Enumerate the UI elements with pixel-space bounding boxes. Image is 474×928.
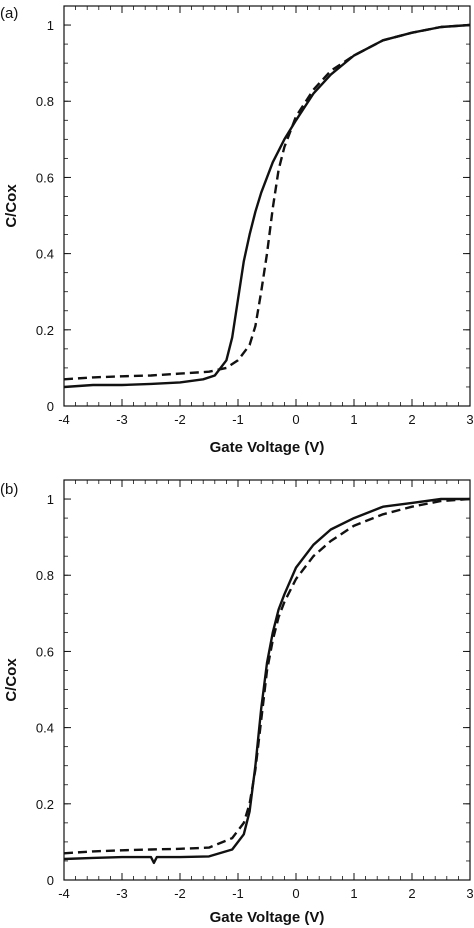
series-group [63,497,471,865]
y-tick-label: 1 [47,18,54,33]
panel-label: (a) [0,5,18,22]
x-tick-label: -3 [116,886,128,901]
series-line-solid [63,23,471,389]
series-group [63,23,471,389]
x-tick-label: 0 [292,412,299,427]
series-line-dashed [63,497,471,855]
y-tick-label: 0 [47,399,54,414]
panel-label: (b) [0,481,18,498]
y-tick-label: 0.2 [36,797,54,812]
x-tick-label: -4 [58,886,70,901]
x-tick-label: -2 [174,886,186,901]
x-tick-label: 3 [466,412,473,427]
y-tick-label: 0.8 [36,94,54,109]
y-axis-title: C/Cox [3,184,20,228]
x-tick-label: 2 [408,412,415,427]
y-tick-label: 0.4 [36,721,54,736]
y-tick-label: 1 [47,492,54,507]
x-tick-label: 1 [350,412,357,427]
x-tick-label: 0 [292,886,299,901]
tick-group: -4 -3 -2 -1 0 1 2 3 0 0.2 0.4 0.6 0.8 1 [36,5,474,427]
x-axis-title: Gate Voltage (V) [210,439,325,456]
y-tick-label: 0.8 [36,568,54,583]
chart-panel-a: (a) -4 -3 -2 -1 0 1 2 3 0 0.2 0.4 0.6 0.8 1 Gate Volt… [0,5,474,456]
x-tick-label: -2 [174,412,186,427]
series-line-solid [63,497,470,865]
x-axis-title: Gate Voltage (V) [210,909,325,926]
x-tick-label: -3 [116,412,128,427]
y-tick-label: 0.2 [36,323,54,338]
x-tick-label: 2 [408,886,415,901]
y-tick-label: 0.6 [36,644,54,659]
x-tick-label: -1 [232,412,244,427]
y-tick-label: 0 [47,873,54,888]
chart-panel-b: (b) -4 -3 -2 -1 0 1 2 3 0 0.2 0.4 0.6 0.8 1 Gate Volt… [0,479,474,926]
series-line-dashed [63,23,471,381]
tick-group: -4 -3 -2 -1 0 1 2 3 0 0.2 0.4 0.6 0.8 1 [36,479,474,901]
x-tick-label: -1 [232,886,244,901]
x-tick-label: 1 [350,886,357,901]
plot-frame [63,479,471,881]
y-tick-label: 0.6 [36,170,54,185]
x-tick-label: 3 [466,886,473,901]
plot-frame [63,5,471,407]
x-tick-label: -4 [58,412,70,427]
y-axis-title: C/Cox [3,658,20,702]
y-tick-label: 0.4 [36,247,54,262]
